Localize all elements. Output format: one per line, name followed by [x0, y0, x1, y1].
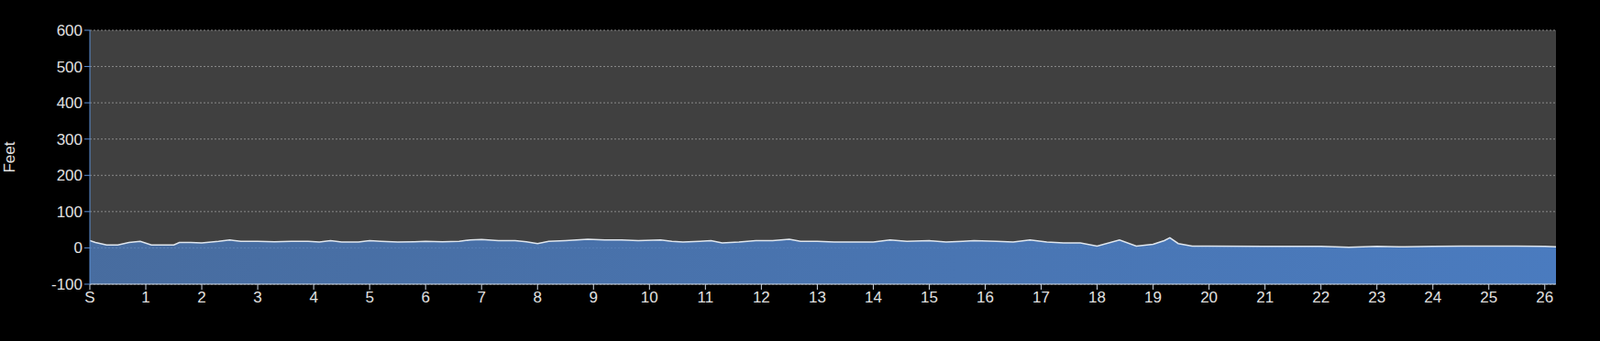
svg-text:18: 18	[1088, 288, 1106, 307]
svg-text:9: 9	[589, 288, 598, 307]
svg-text:26: 26	[1535, 288, 1554, 307]
svg-text:100: 100	[56, 203, 83, 221]
svg-text:Feet: Feet	[7, 141, 19, 173]
svg-text:22: 22	[1312, 288, 1330, 307]
svg-text:10: 10	[640, 288, 659, 307]
svg-text:8: 8	[533, 288, 542, 307]
svg-text:24: 24	[1423, 288, 1442, 307]
svg-text:6: 6	[420, 288, 430, 307]
svg-text:16: 16	[976, 288, 994, 307]
svg-text:400: 400	[56, 94, 83, 112]
svg-text:2: 2	[197, 288, 206, 307]
svg-text:S: S	[84, 288, 95, 307]
svg-text:23: 23	[1368, 288, 1386, 307]
svg-text:19: 19	[1144, 288, 1162, 307]
svg-text:-100: -100	[51, 275, 83, 294]
svg-text:500: 500	[56, 58, 83, 77]
svg-text:15: 15	[920, 288, 938, 307]
svg-text:200: 200	[56, 166, 83, 185]
svg-text:13: 13	[808, 288, 827, 307]
svg-text:5: 5	[364, 288, 374, 307]
svg-text:17: 17	[1032, 288, 1050, 307]
svg-text:4: 4	[308, 288, 318, 307]
svg-text:3: 3	[253, 288, 262, 307]
svg-text:25: 25	[1479, 288, 1498, 307]
svg-text:21: 21	[1256, 288, 1274, 307]
svg-text:14: 14	[864, 288, 883, 307]
svg-text:600: 600	[56, 22, 83, 40]
svg-text:12: 12	[752, 288, 771, 307]
svg-text:20: 20	[1200, 288, 1218, 307]
svg-text:11: 11	[697, 288, 715, 307]
svg-text:7: 7	[476, 288, 486, 307]
svg-text:300: 300	[56, 131, 83, 149]
svg-text:1: 1	[141, 288, 150, 307]
svg-text:0: 0	[74, 239, 83, 257]
